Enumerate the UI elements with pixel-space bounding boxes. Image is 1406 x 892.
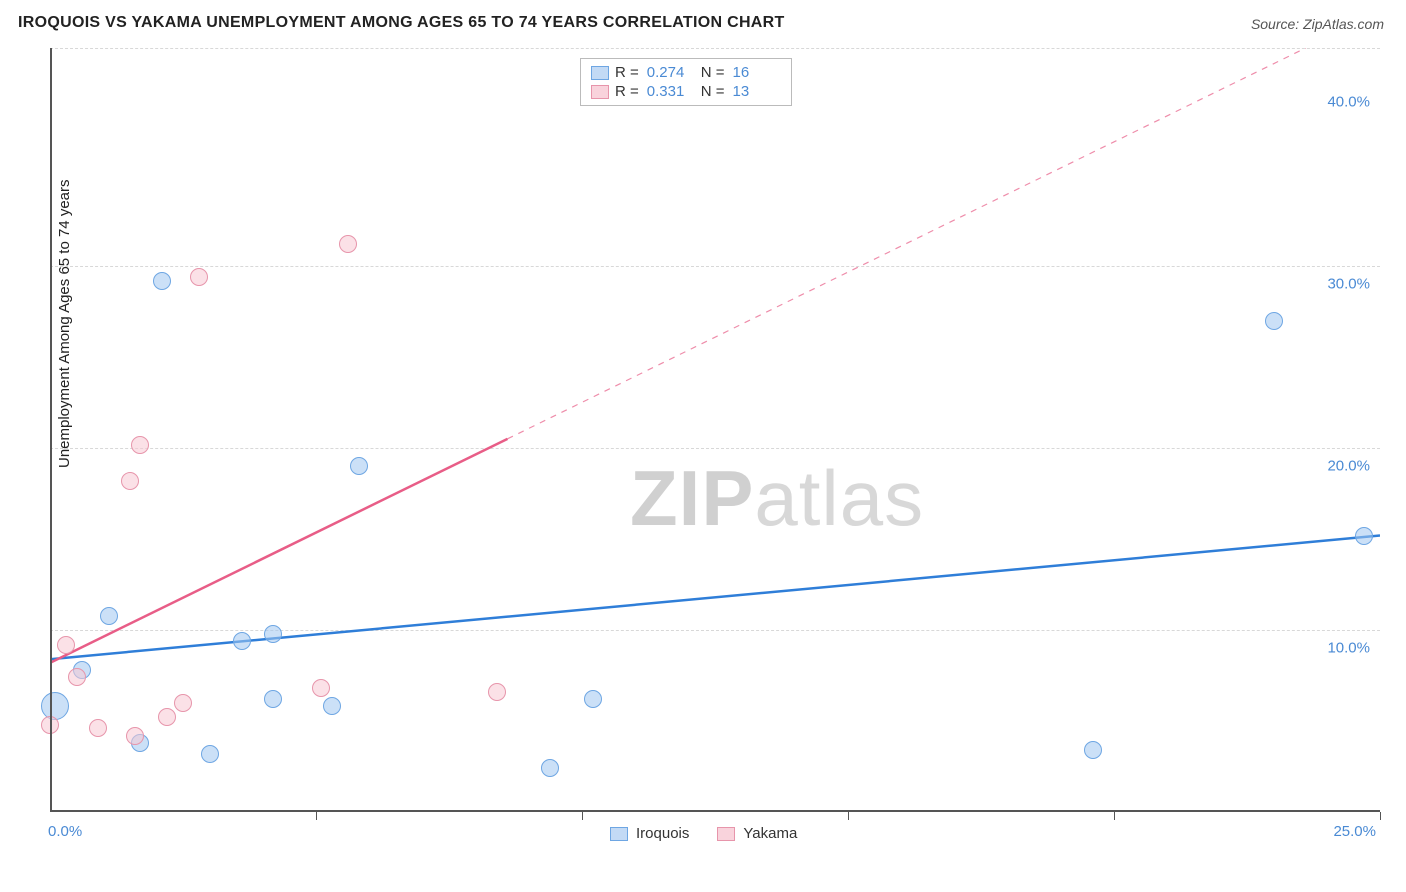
data-point — [350, 457, 368, 475]
gridline — [50, 448, 1380, 449]
data-point — [68, 668, 86, 686]
y-tick-label: 20.0% — [1327, 458, 1370, 475]
r-label: R = — [615, 64, 639, 81]
swatch-blue-icon — [610, 827, 628, 841]
x-tick — [316, 812, 317, 820]
data-point — [131, 436, 149, 454]
chart-title: IROQUOIS VS YAKAMA UNEMPLOYMENT AMONG AG… — [18, 14, 785, 32]
data-point — [323, 697, 341, 715]
data-point — [1084, 741, 1102, 759]
n-value-iroquois: 16 — [733, 64, 781, 81]
series-legend: Iroquois Yakama — [610, 825, 797, 842]
y-axis — [50, 48, 52, 812]
legend-item-iroquois: Iroquois — [610, 825, 689, 842]
swatch-pink-icon — [717, 827, 735, 841]
y-tick-label: 10.0% — [1327, 640, 1370, 657]
r-value-iroquois: 0.274 — [647, 64, 695, 81]
data-point — [312, 679, 330, 697]
correlation-legend: R = 0.274 N = 16 R = 0.331 N = 13 — [580, 58, 792, 106]
chart-plot-area: ZIPatlas Unemployment Among Ages 65 to 7… — [50, 48, 1380, 838]
data-point — [121, 472, 139, 490]
source-attribution: Source: ZipAtlas.com — [1251, 16, 1384, 32]
r-label: R = — [615, 83, 639, 100]
n-label: N = — [701, 64, 725, 81]
n-label: N = — [701, 83, 725, 100]
data-point — [1265, 312, 1283, 330]
data-point — [57, 636, 75, 654]
data-point — [201, 745, 219, 763]
swatch-blue-icon — [591, 66, 609, 80]
legend-label-yakama: Yakama — [743, 825, 797, 842]
data-point — [174, 694, 192, 712]
x-tick — [1114, 812, 1115, 820]
data-point — [488, 683, 506, 701]
trend-lines — [50, 48, 1380, 838]
legend-row-iroquois: R = 0.274 N = 16 — [591, 63, 781, 82]
watermark: ZIPatlas — [630, 453, 924, 544]
data-point — [89, 719, 107, 737]
legend-row-yakama: R = 0.331 N = 13 — [591, 82, 781, 101]
data-point — [541, 759, 559, 777]
y-tick-label: 40.0% — [1327, 94, 1370, 111]
data-point — [264, 690, 282, 708]
data-point — [190, 268, 208, 286]
x-tick — [582, 812, 583, 820]
x-tick — [848, 812, 849, 820]
data-point — [233, 632, 251, 650]
data-point — [100, 607, 118, 625]
x-axis — [50, 810, 1380, 812]
gridline — [50, 266, 1380, 267]
data-point — [339, 235, 357, 253]
data-point — [158, 708, 176, 726]
y-axis-label: Unemployment Among Ages 65 to 74 years — [56, 179, 73, 468]
swatch-pink-icon — [591, 85, 609, 99]
data-point — [153, 272, 171, 290]
legend-label-iroquois: Iroquois — [636, 825, 689, 842]
r-value-yakama: 0.331 — [647, 83, 695, 100]
data-point — [584, 690, 602, 708]
gridline — [50, 48, 1380, 49]
gridline — [50, 630, 1380, 631]
data-point — [1355, 527, 1373, 545]
x-tick — [1380, 812, 1381, 820]
data-point — [264, 625, 282, 643]
x-tick-label-max: 25.0% — [1333, 823, 1376, 840]
y-tick-label: 30.0% — [1327, 276, 1370, 293]
n-value-yakama: 13 — [733, 83, 781, 100]
data-point — [126, 727, 144, 745]
x-tick-label-min: 0.0% — [48, 823, 82, 840]
legend-item-yakama: Yakama — [717, 825, 797, 842]
